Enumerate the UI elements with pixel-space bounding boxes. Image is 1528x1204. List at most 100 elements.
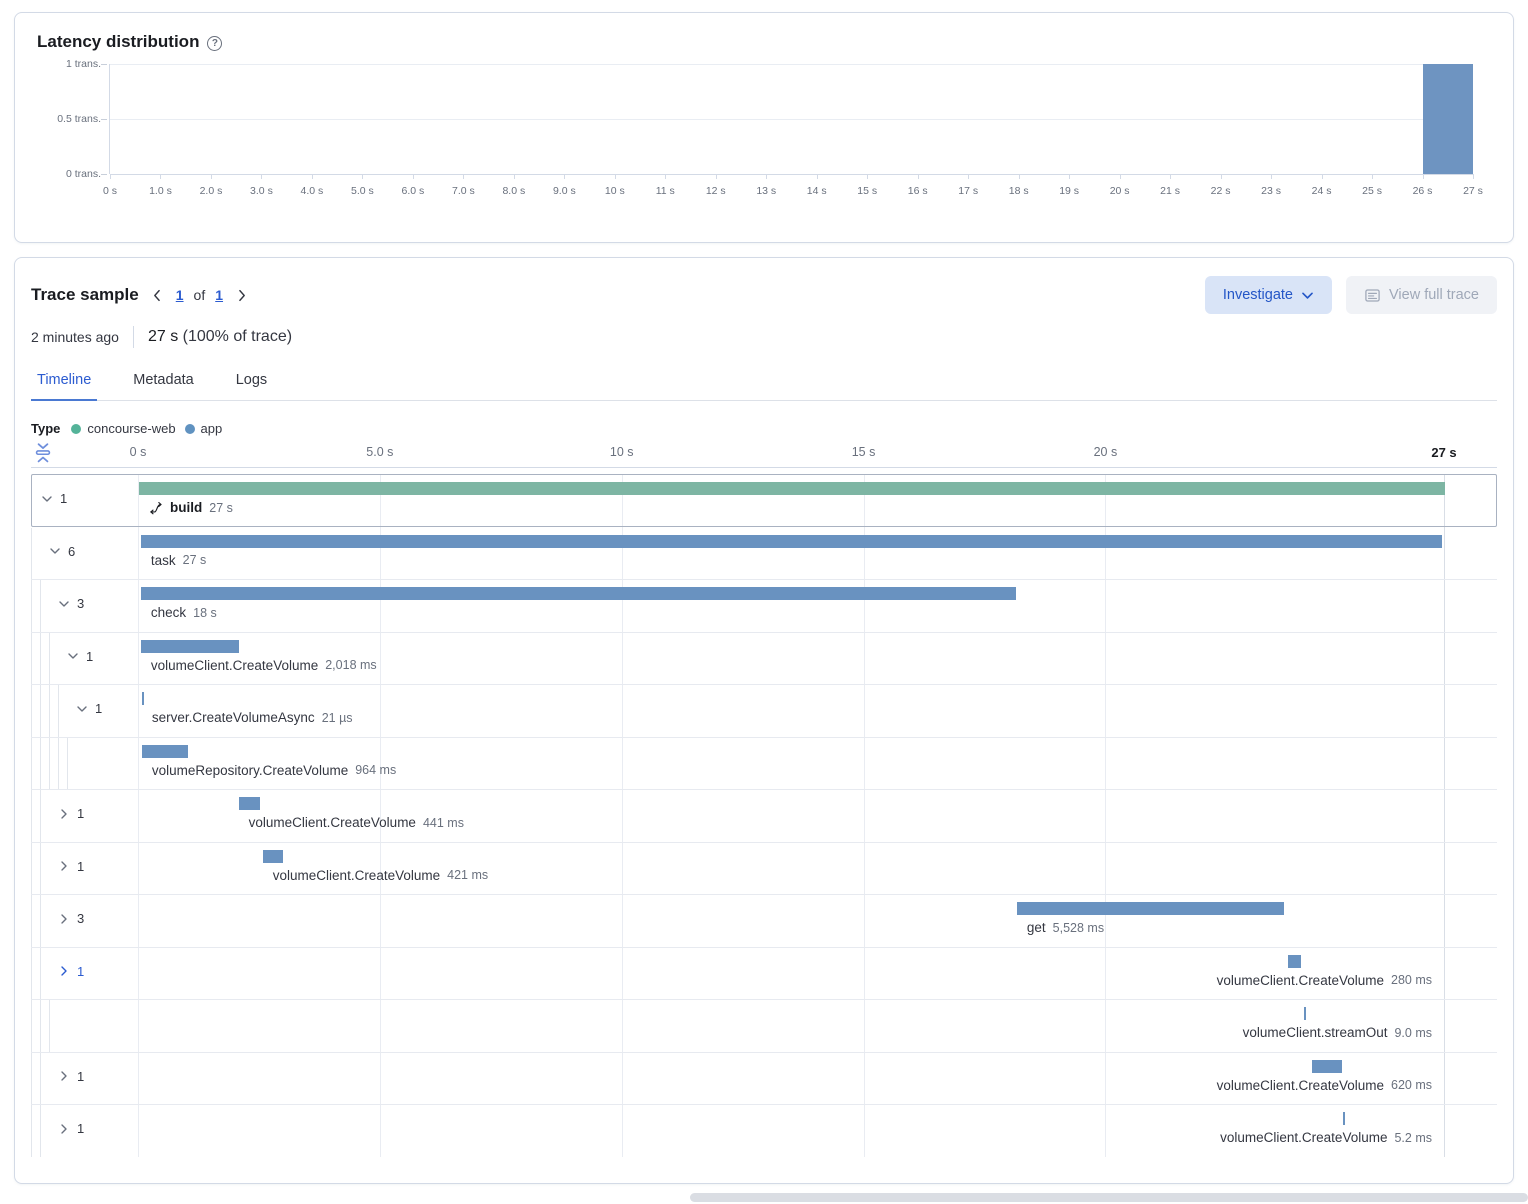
child-span-count: 6 [68, 543, 76, 559]
pager-current-page-link[interactable]: 1 [175, 287, 184, 303]
span-bar-volumeClient.CreateVolume[interactable] [262, 849, 284, 863]
ruler-tick-label: 20 s [1093, 445, 1118, 459]
x-axis-tick [715, 174, 717, 179]
x-axis-tick-label: 8.0 s [502, 185, 526, 197]
child-span-count: 1 [86, 648, 94, 664]
ruler-tick-label: 27 s [1431, 445, 1457, 460]
span-label[interactable]: volumeClient.streamOut 9.0 ms [1243, 1025, 1432, 1040]
latency-title: Latency distribution [37, 32, 200, 51]
span-name: volumeClient.CreateVolume [1216, 1077, 1384, 1093]
waterfall-row: 1 volumeClient.CreateVolume 421 ms [31, 841, 1497, 894]
expand-children-toggle[interactable]: 1 [58, 964, 84, 979]
span-label[interactable]: task 27 s [151, 553, 206, 568]
span-name: server.CreateVolumeAsync [151, 710, 315, 725]
question-in-circle-icon[interactable]: ? [207, 35, 223, 51]
latency-histogram: 0 s 1.0 s 2.0 s 3.0 s 4.0 s 5.0 s 6.0 s 7.0 s 8.… [37, 58, 1493, 215]
horizontal-scrollbar[interactable] [690, 1193, 1528, 1202]
indent-guide [58, 737, 59, 789]
collapse-children-toggle[interactable]: 1 [41, 491, 67, 506]
span-bar-server.CreateVolumeAsync[interactable] [141, 692, 144, 705]
legend-label: Type [31, 421, 61, 436]
span-duration: 620 ms [1391, 1078, 1432, 1092]
x-axis-tick-label: 19 s [1059, 185, 1080, 197]
span-bar-volumeClient.CreateVolume[interactable] [238, 797, 260, 810]
span-bar-volumeClient.CreateVolume[interactable] [1287, 954, 1302, 968]
expand-children-toggle[interactable]: 1 [58, 859, 84, 874]
meta-divider [132, 326, 134, 348]
x-axis-tick-label: 2.0 s [199, 185, 223, 197]
child-span-count: 1 [95, 701, 103, 716]
expand-children-toggle[interactable]: 1 [58, 1121, 84, 1136]
span-bar-task[interactable] [140, 534, 1443, 548]
expand-children-toggle[interactable]: 1 [58, 1069, 84, 1084]
x-axis-tick-label: 5.0 s [351, 185, 374, 197]
span-duration: 27 s [209, 500, 233, 515]
x-axis-tick-label: 6.0 s [401, 185, 425, 197]
trace-sample-title: Trace sample [31, 285, 139, 304]
collapse-children-toggle[interactable]: 1 [67, 649, 93, 664]
span-bar-volumeClient.CreateVolume[interactable] [1311, 1059, 1342, 1073]
span-label[interactable]: server.CreateVolumeAsync 21 µs [152, 710, 353, 725]
span-bar-check[interactable] [140, 587, 1017, 600]
collapse-children-toggle[interactable]: 1 [76, 701, 102, 716]
x-axis-tick [766, 174, 768, 179]
span-duration: 964 ms [355, 763, 397, 777]
y-axis-tick [101, 174, 107, 175]
span-label[interactable]: volumeClient.CreateVolume 441 ms [249, 815, 464, 830]
span-label[interactable]: check 18 s [151, 605, 217, 620]
tab-logs[interactable]: Logs [235, 372, 268, 388]
span-bar-volumeClient.CreateVolume[interactable] [140, 639, 239, 653]
expand-children-toggle[interactable]: 3 [58, 911, 84, 926]
tab-timeline[interactable]: Timeline [31, 362, 98, 401]
x-axis-tick [1271, 174, 1273, 179]
span-label[interactable]: volumeClient.CreateVolume 2,018 ms [151, 658, 377, 673]
x-axis-tick [816, 174, 818, 179]
pager-total-page-link[interactable]: 1 [215, 287, 224, 303]
investigate-button[interactable]: Investigate [1204, 276, 1332, 314]
indent-guide [40, 685, 41, 737]
span-label[interactable]: get 5,528 ms [1027, 920, 1104, 935]
trace-tabs: Timeline Metadata Logs [31, 362, 1497, 401]
chevron-expanded-icon [58, 598, 70, 610]
chevron-left-icon[interactable] [149, 287, 166, 304]
trace-age: 2 minutes ago [31, 329, 119, 345]
span-bar-get[interactable] [1016, 902, 1285, 915]
trace-duration: 27 s (100% of trace) [148, 328, 292, 346]
trace-duration-percent: (100% of trace) [182, 328, 293, 345]
indent-guide [31, 685, 32, 737]
view-full-trace-icon [1364, 287, 1381, 304]
span-label[interactable]: volumeClient.CreateVolume 280 ms [1217, 973, 1432, 988]
ruler-tick-label: 10 s [609, 445, 634, 459]
span-bar-build[interactable] [139, 482, 1445, 495]
span-duration: 18 s [193, 605, 217, 620]
x-axis-tick-label: 21 s [1160, 185, 1181, 197]
chevron-collapsed-icon [58, 965, 70, 977]
span-name: volumeClient.CreateVolume [1216, 972, 1384, 988]
span-label[interactable]: volumeRepository.CreateVolume 964 ms [152, 763, 396, 778]
fold-timeline-icon[interactable] [33, 441, 53, 467]
span-bar-volumeClient.CreateVolume[interactable] [1343, 1112, 1346, 1125]
trace-icon [149, 501, 163, 515]
trace-pager: 1 of 1 [149, 287, 250, 304]
x-axis-line [110, 174, 1473, 175]
span-bar-volumeClient.streamOut[interactable] [1303, 1007, 1306, 1020]
histogram-bar[interactable] [1422, 64, 1473, 174]
indent-guide [40, 1105, 41, 1157]
collapse-children-toggle[interactable]: 6 [49, 544, 75, 559]
tab-metadata[interactable]: Metadata [133, 372, 194, 388]
span-label[interactable]: volumeClient.CreateVolume 5.2 ms [1220, 1130, 1432, 1145]
x-axis-tick [1119, 174, 1121, 179]
child-span-count: 1 [77, 963, 85, 979]
chevron-right-icon[interactable] [233, 287, 250, 304]
view-full-trace-button[interactable]: View full trace [1346, 276, 1497, 314]
collapse-children-toggle[interactable]: 3 [58, 596, 84, 611]
span-label[interactable]: build 27 s [149, 500, 233, 515]
span-duration: 21 µs [321, 710, 353, 725]
waterfall-gridline [1444, 474, 1445, 1157]
expand-children-toggle[interactable]: 1 [58, 806, 84, 821]
span-bar-volumeRepository.CreateVolume[interactable] [141, 744, 189, 758]
timeline-ruler: 0 s 5.0 s 10 s 15 s 20 s 27 s [31, 440, 1497, 468]
span-label[interactable]: volumeClient.CreateVolume 620 ms [1217, 1078, 1432, 1093]
span-label[interactable]: volumeClient.CreateVolume 421 ms [273, 868, 488, 883]
x-axis-tick [665, 174, 667, 179]
